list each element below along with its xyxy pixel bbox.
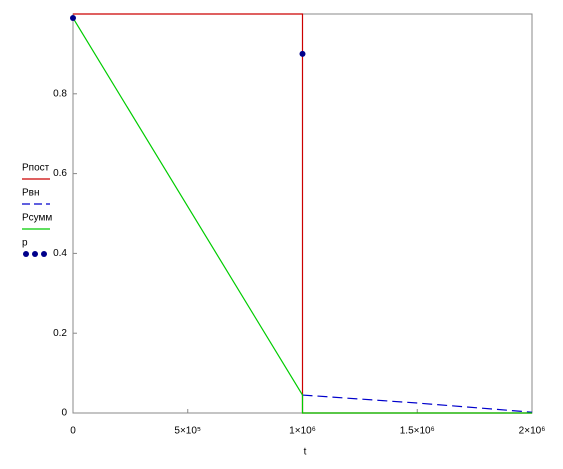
legend-label: Рвн bbox=[22, 188, 40, 199]
legend-label: Рсумм bbox=[22, 213, 52, 224]
x-axis-label: t bbox=[304, 447, 307, 458]
legend-marker bbox=[41, 251, 47, 257]
series-line bbox=[73, 13, 532, 414]
x-tick-label: 1×10⁶ bbox=[289, 426, 316, 437]
legend-label: р bbox=[22, 238, 28, 249]
x-tick-label: 5×10⁵ bbox=[174, 426, 201, 437]
y-tick-label: 0.6 bbox=[53, 168, 67, 179]
y-tick-label: 0.8 bbox=[53, 88, 67, 99]
x-tick-label: 2×10⁶ bbox=[519, 426, 546, 437]
data-point bbox=[299, 50, 306, 57]
x-tick-label: 0 bbox=[70, 426, 76, 437]
legend-label: Рпост bbox=[22, 163, 50, 174]
series-line bbox=[72, 17, 532, 414]
legend-marker bbox=[32, 251, 38, 257]
series-line bbox=[302, 394, 533, 413]
y-tick-label: 0.2 bbox=[53, 328, 67, 339]
x-tick-label: 1.5×10⁶ bbox=[400, 426, 435, 437]
y-tick-label: 0 bbox=[61, 408, 67, 419]
data-point bbox=[70, 14, 76, 21]
legend-marker bbox=[23, 251, 29, 257]
y-tick-label: 0.4 bbox=[53, 248, 67, 259]
